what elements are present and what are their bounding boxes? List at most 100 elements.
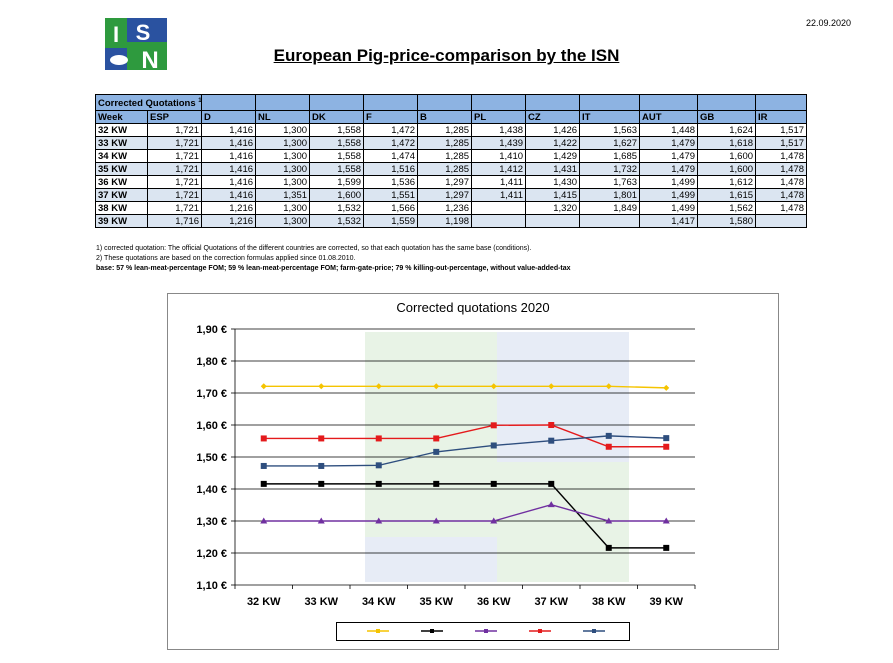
price-cell: 1,412	[471, 162, 527, 176]
svg-text:N: N	[141, 47, 158, 70]
price-cell: 1,801	[579, 188, 641, 202]
price-cell: 1,618	[697, 136, 757, 150]
price-cell: 1,627	[579, 136, 641, 150]
data-point	[662, 517, 670, 524]
price-cell: 1,415	[525, 188, 581, 202]
week-cell: 32 KW	[95, 123, 148, 137]
table-caption: Corrected Quotations 1)2):	[94, 94, 203, 111]
week-cell: 33 KW	[95, 136, 148, 150]
data-point	[318, 462, 325, 469]
column-header: IT	[579, 110, 641, 124]
chart-title: Corrected quotations 2020	[396, 300, 550, 315]
data-point	[548, 437, 555, 444]
data-point	[663, 443, 670, 450]
y-tick-label: 1,10 €	[196, 580, 227, 592]
price-cell	[471, 201, 527, 215]
footnote-2: 2) These quotations are based on the cor…	[96, 255, 356, 262]
caption-empty-cell	[417, 94, 473, 111]
column-header: GB	[697, 110, 757, 124]
price-cell: 1,426	[525, 123, 581, 137]
table-row: 34 KW 1,721 1,416 1,300 1,558 1,474 1,285 1,410…	[95, 149, 808, 163]
price-cell: 1,580	[697, 214, 757, 228]
week-cell: 39 KW	[95, 214, 148, 228]
data-point	[605, 544, 612, 551]
column-header: DK	[309, 110, 365, 124]
data-point	[317, 517, 325, 524]
price-cell: 1,300	[255, 123, 311, 137]
price-cell: 1,416	[201, 175, 257, 189]
report-date: 22.09.2020	[805, 18, 851, 28]
series-line-1	[263, 483, 667, 549]
price-cell: 1,216	[201, 201, 257, 215]
legend-marker	[538, 629, 542, 633]
price-cell: 1,716	[146, 214, 203, 228]
price-cell: 1,474	[363, 149, 419, 163]
x-tick-label: 38 KW	[592, 596, 626, 608]
price-cell: 1,721	[146, 162, 203, 176]
price-cell: 1,558	[309, 162, 365, 176]
price-cell: 1,532	[309, 214, 365, 228]
legend-marker	[484, 629, 488, 633]
chart-legend	[336, 622, 630, 641]
price-cell: 1,479	[639, 149, 699, 163]
price-cell: 1,448	[639, 123, 699, 137]
data-point	[260, 517, 268, 524]
table-row: 39 KW 1,716 1,216 1,300 1,532 1,559 1,198 1,417…	[95, 214, 808, 228]
column-header: AUT	[639, 110, 699, 124]
table-row: 38 KW 1,721 1,216 1,300 1,532 1,566 1,236 1,320…	[95, 201, 808, 215]
table-row: 37 KW 1,721 1,416 1,351 1,600 1,551 1,297 1,411…	[95, 188, 808, 202]
caption-empty-cell	[579, 94, 641, 111]
table-row: 35 KW 1,721 1,416 1,300 1,558 1,516 1,285 1,412…	[95, 162, 808, 176]
data-point	[433, 480, 440, 487]
data-point	[432, 517, 440, 524]
column-header: F	[363, 110, 419, 124]
table-row: 33 KW 1,721 1,416 1,300 1,558 1,472 1,285 1,439…	[95, 136, 808, 150]
watermark-blue-block	[497, 332, 629, 462]
price-cell: 1,478	[755, 188, 808, 202]
column-header: NL	[255, 110, 311, 124]
price-cell: 1,285	[417, 162, 473, 176]
data-point	[318, 435, 325, 442]
price-cell: 1,320	[525, 201, 581, 215]
price-cell: 1,732	[579, 162, 641, 176]
y-tick-label: 1,60 €	[196, 420, 227, 432]
price-cell: 1,478	[755, 149, 808, 163]
caption-empty-cell	[255, 94, 311, 111]
price-cell: 1,517	[755, 136, 808, 150]
price-cell: 1,439	[471, 136, 527, 150]
legend-marker	[592, 629, 596, 633]
data-point	[548, 422, 555, 428]
price-cell: 1,236	[417, 201, 473, 215]
x-tick-label: 32 KW	[247, 596, 281, 608]
price-cell: 1,411	[471, 175, 527, 189]
price-cell: 1,599	[309, 175, 365, 189]
caption-empty-cell	[525, 94, 581, 111]
price-cell: 1,721	[146, 188, 203, 202]
price-cell	[579, 214, 641, 228]
price-cell: 1,600	[697, 162, 757, 176]
caption-empty-cell	[639, 94, 699, 111]
price-cell: 1,300	[255, 162, 311, 176]
watermark-blue-block-lower	[365, 537, 497, 582]
price-cell: 1,558	[309, 136, 365, 150]
caption-empty-cell	[363, 94, 419, 111]
price-cell: 1,600	[309, 188, 365, 202]
price-cell: 1,431	[525, 162, 581, 176]
price-cell: 1,478	[755, 201, 808, 215]
footnote-1: 1) corrected quotation: The official Quo…	[96, 245, 532, 252]
data-point	[433, 383, 440, 390]
data-point	[433, 435, 440, 442]
y-tick-label: 1,40 €	[196, 484, 227, 496]
price-cell: 1,285	[417, 123, 473, 137]
data-point	[605, 432, 612, 439]
data-point	[318, 383, 325, 390]
price-cell: 1,600	[697, 149, 757, 163]
price-cell: 1,472	[363, 123, 419, 137]
price-cell: 1,532	[309, 201, 365, 215]
data-point	[490, 480, 497, 487]
price-cell: 1,499	[639, 201, 699, 215]
price-cell: 1,685	[579, 149, 641, 163]
price-cell: 1,499	[639, 175, 699, 189]
price-cell: 1,300	[255, 175, 311, 189]
data-point	[605, 383, 612, 390]
